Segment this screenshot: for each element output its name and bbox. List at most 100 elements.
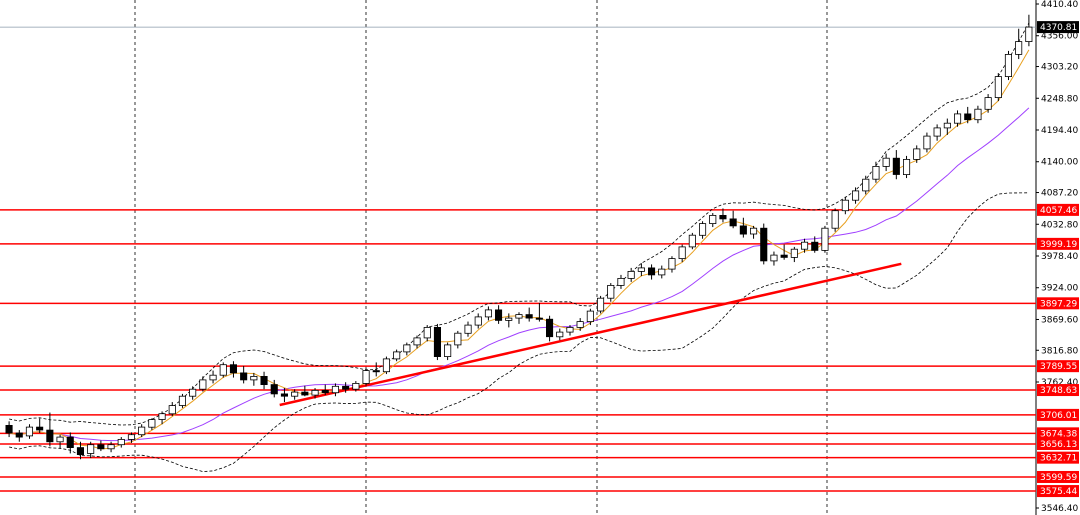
grid bbox=[134, 0, 1037, 515]
candle bbox=[393, 349, 401, 362]
candle bbox=[280, 388, 288, 403]
candle-body bbox=[525, 314, 533, 319]
candle-body bbox=[678, 246, 686, 259]
price-axis: 4410.40 4356.00 4303.20 4248.80 4194.40 4140.… bbox=[1036, 0, 1079, 514]
candle-body bbox=[56, 436, 64, 443]
candle bbox=[709, 213, 717, 228]
horizontal-levels bbox=[0, 26, 1036, 492]
candle bbox=[474, 313, 482, 329]
candle-body bbox=[240, 372, 248, 381]
level-label-bg bbox=[1037, 360, 1079, 373]
y-tick-label: 4032.80 bbox=[1041, 220, 1078, 230]
y-tick-label: 4087.20 bbox=[1041, 189, 1078, 199]
candle bbox=[36, 418, 44, 433]
candle-body bbox=[219, 364, 227, 376]
candle bbox=[494, 305, 503, 324]
candle bbox=[352, 381, 360, 392]
candle bbox=[403, 342, 411, 356]
candle-body bbox=[576, 321, 584, 328]
candle-body bbox=[709, 214, 717, 224]
candle-body bbox=[790, 248, 798, 258]
candle bbox=[739, 217, 747, 238]
candle-body bbox=[117, 438, 125, 446]
candle-body bbox=[586, 310, 594, 323]
candle-body bbox=[66, 436, 74, 449]
candle bbox=[770, 251, 778, 266]
level-label-bg bbox=[1037, 451, 1079, 464]
candle bbox=[658, 265, 666, 279]
candle bbox=[464, 321, 472, 337]
candle bbox=[444, 342, 452, 361]
candle bbox=[1015, 28, 1023, 60]
candle bbox=[97, 440, 105, 452]
candle bbox=[729, 210, 737, 229]
candle bbox=[617, 274, 625, 289]
candle bbox=[831, 208, 839, 232]
candle bbox=[811, 236, 819, 253]
candle-body bbox=[811, 241, 819, 251]
candle-body bbox=[321, 389, 329, 394]
candle-body bbox=[637, 267, 645, 272]
current-price-label: 4370.81 bbox=[1040, 23, 1077, 33]
candle-body bbox=[964, 113, 972, 121]
candle-body bbox=[974, 108, 982, 121]
candle-body bbox=[127, 434, 136, 440]
candle-body bbox=[954, 113, 962, 124]
candle bbox=[311, 388, 319, 399]
candle bbox=[566, 325, 574, 336]
candle-body bbox=[597, 297, 605, 312]
candle-body bbox=[311, 389, 319, 396]
candle bbox=[954, 110, 962, 127]
candle-body bbox=[494, 309, 503, 321]
candle-body bbox=[97, 444, 105, 450]
candle bbox=[505, 313, 513, 328]
candle-body bbox=[862, 178, 870, 192]
candle bbox=[5, 421, 13, 438]
candle-body bbox=[474, 316, 482, 326]
candle-body bbox=[923, 135, 931, 150]
candle bbox=[627, 267, 635, 282]
candle bbox=[933, 124, 941, 141]
candle-body bbox=[841, 199, 849, 212]
candle-body bbox=[994, 76, 1002, 98]
candle-body bbox=[1004, 54, 1012, 78]
level-label: 3656.13 bbox=[1040, 440, 1077, 450]
candle bbox=[1004, 50, 1012, 81]
candle bbox=[342, 382, 350, 393]
candle-body bbox=[76, 447, 85, 456]
candle-body bbox=[209, 374, 217, 381]
candle-body bbox=[852, 190, 860, 201]
level-label: 3706.01 bbox=[1040, 411, 1077, 421]
level-label: 3575.44 bbox=[1040, 487, 1077, 497]
candle-body bbox=[393, 351, 401, 360]
level-label-bg bbox=[1037, 297, 1079, 310]
candle-body bbox=[760, 227, 768, 262]
candle bbox=[964, 106, 972, 124]
candle-body bbox=[627, 270, 635, 279]
candle-body bbox=[617, 277, 625, 286]
fast-ma bbox=[9, 49, 1030, 450]
candle bbox=[15, 430, 23, 442]
candle-body bbox=[780, 254, 788, 258]
candle-body bbox=[699, 223, 707, 236]
candle bbox=[923, 132, 931, 153]
candle bbox=[382, 356, 390, 375]
candle bbox=[688, 232, 696, 250]
level-label-bg bbox=[1037, 408, 1079, 421]
candle-body bbox=[5, 424, 13, 434]
candle bbox=[127, 432, 136, 443]
y-tick-label: 3924.00 bbox=[1041, 284, 1078, 294]
candle-body bbox=[352, 382, 360, 390]
y-tick-label: 3869.60 bbox=[1041, 315, 1078, 325]
candle-body bbox=[331, 385, 339, 394]
candle-body bbox=[444, 344, 452, 357]
candle-body bbox=[464, 324, 472, 334]
candle-body bbox=[903, 158, 911, 175]
candle bbox=[841, 196, 849, 215]
candle-body bbox=[199, 379, 207, 390]
candle-body bbox=[729, 218, 737, 227]
candle bbox=[892, 150, 900, 180]
level-label-bg bbox=[1037, 485, 1079, 498]
candle bbox=[87, 441, 95, 459]
candle bbox=[484, 306, 492, 321]
